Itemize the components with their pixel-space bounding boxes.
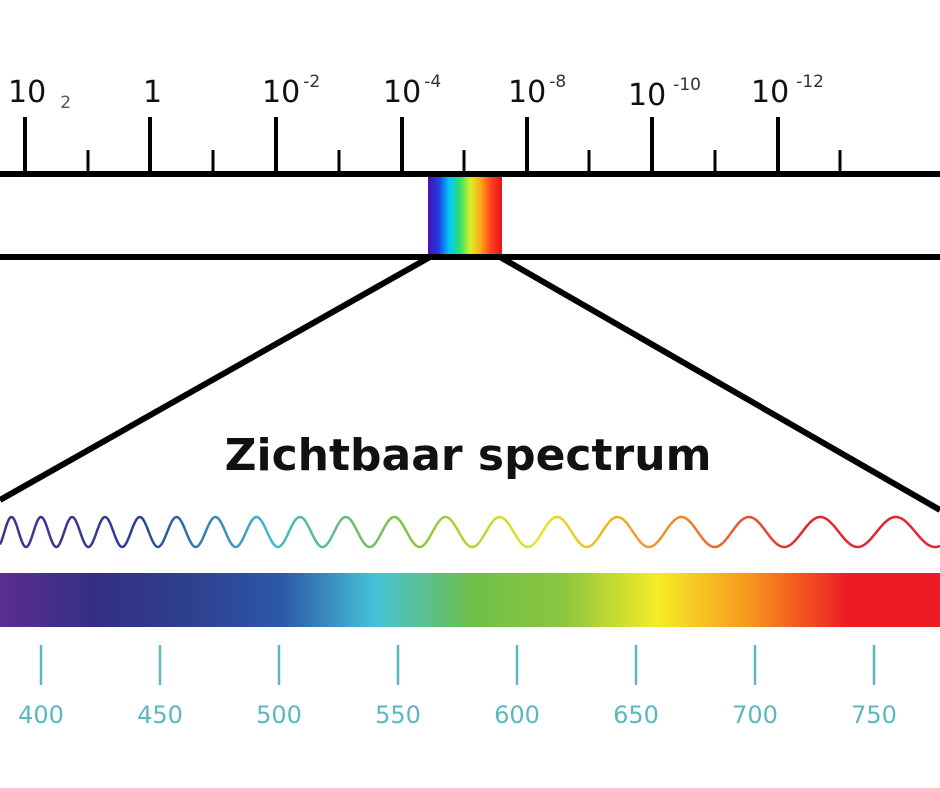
scale-label-10-pow-minus-12: 10 -12 [751, 72, 824, 110]
visible-band-mini [428, 176, 502, 256]
major-tick-group [23, 117, 780, 173]
nm-label-550: 550 [375, 701, 421, 729]
scale-label-10-pow-minus-8: 10 -8 [508, 72, 566, 110]
nm-label-750: 750 [851, 701, 897, 729]
nm-label-450: 450 [137, 701, 183, 729]
minor-tick-group [86, 150, 842, 173]
zoom-line-left [0, 254, 432, 503]
diagram-title: Zichtbaar spectrum [225, 430, 712, 481]
nm-label-400: 400 [18, 701, 64, 729]
scale-label-10-pow-minus-4: 10 -4 [383, 72, 441, 110]
scale-label-10-pow-minus-10: 10 -10 [628, 75, 701, 113]
wavelength-wave [0, 515, 940, 549]
nm-label-650: 650 [613, 701, 659, 729]
top-scale-labels: 10 2 1 10 -2 10 -4 10 -8 10 -10 10 -12 [8, 72, 824, 113]
nm-label-700: 700 [732, 701, 778, 729]
nm-label-600: 600 [494, 701, 540, 729]
nm-label-500: 500 [256, 701, 302, 729]
zoom-line-right [498, 254, 940, 513]
scale-label-10-pow-minus-2: 10 -2 [262, 72, 320, 110]
scale-label-1: 1 [143, 75, 162, 110]
nm-scale-labels: 400 450 500 550 600 650 700 750 [18, 701, 897, 729]
scale-label-10-pow-2: 10 2 [8, 75, 71, 113]
nm-tick-group [39, 645, 876, 685]
visible-spectrum-bar [0, 573, 940, 627]
